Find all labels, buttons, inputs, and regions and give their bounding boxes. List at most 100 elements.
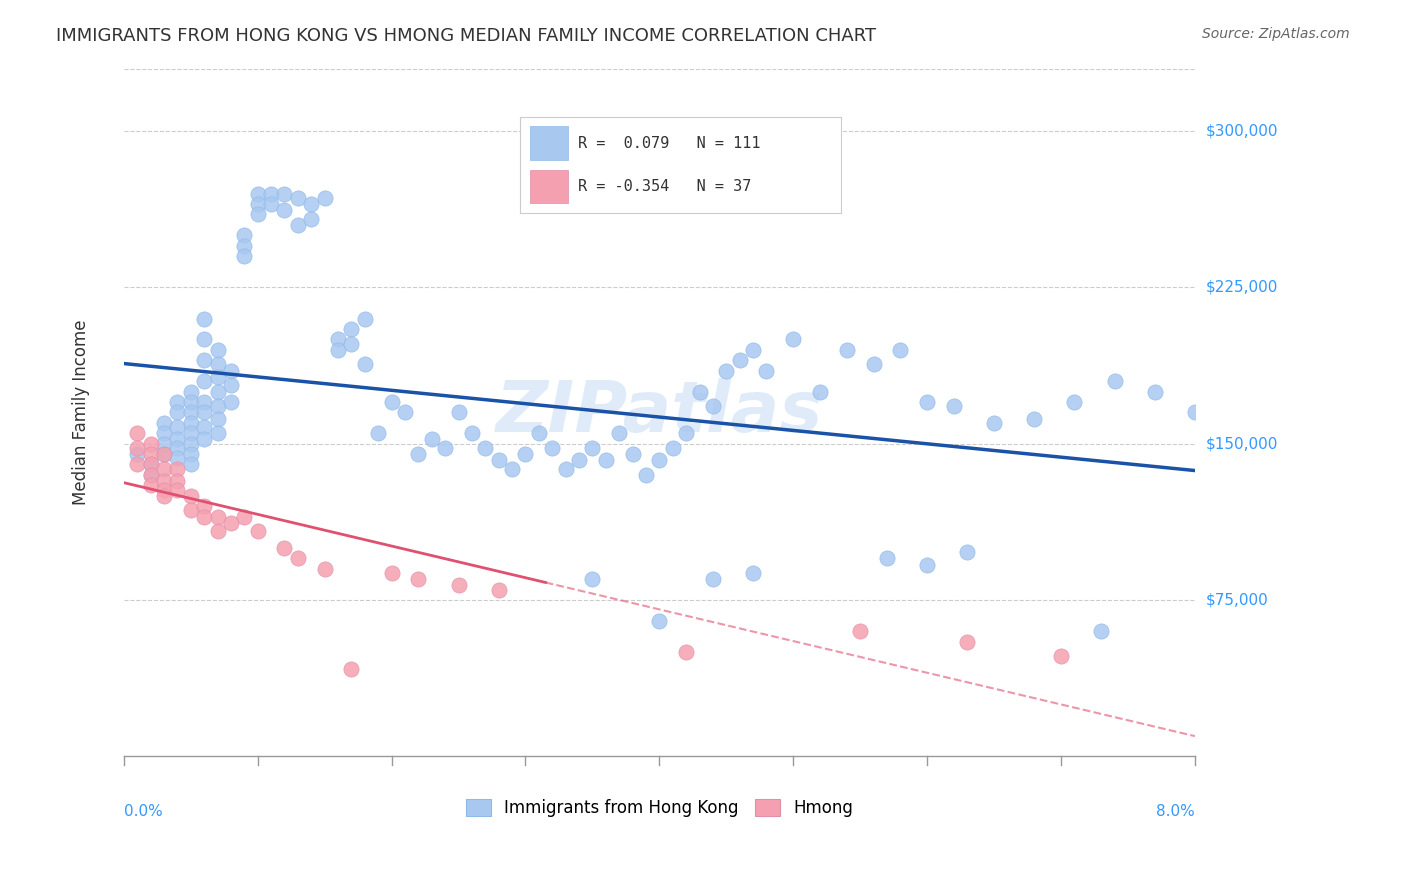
Point [166,395,188,409]
Point [675,645,697,659]
Point [367,426,389,441]
Point [915,558,938,572]
Point [193,405,215,419]
Point [166,461,188,475]
Point [1104,374,1126,388]
Text: 8.0%: 8.0% [1156,805,1195,820]
Point [180,426,202,441]
Point [915,395,938,409]
Point [340,662,363,676]
Point [219,516,242,530]
Point [180,503,202,517]
Point [942,399,965,413]
Point [127,441,149,455]
Point [488,582,510,597]
Point [193,499,215,513]
Point [153,483,176,497]
Point [314,191,336,205]
Point [568,453,591,467]
Point [180,436,202,450]
Point [849,624,872,639]
Point [180,405,202,419]
Point [702,399,724,413]
Point [420,433,443,447]
Point [153,447,176,461]
Point [956,545,979,559]
Point [1024,411,1046,425]
Point [326,343,349,357]
Point [207,509,229,524]
Point [180,416,202,430]
Point [353,311,375,326]
Point [689,384,711,399]
Point [1050,649,1073,664]
Point [246,197,269,211]
Point [139,458,162,472]
Point [166,474,188,488]
Point [166,433,188,447]
Point [541,441,564,455]
Point [153,436,176,450]
Point [153,416,176,430]
Point [340,322,363,336]
Point [139,467,162,482]
Point [474,441,496,455]
Point [299,197,322,211]
Legend: Immigrants from Hong Kong, Hmong: Immigrants from Hong Kong, Hmong [458,792,860,823]
Text: 0.0%: 0.0% [124,805,163,820]
Point [153,489,176,503]
Point [153,474,176,488]
Point [728,353,751,368]
Point [621,447,644,461]
Point [326,333,349,347]
Point [501,461,523,475]
Point [166,451,188,466]
Point [207,384,229,399]
Point [835,343,858,357]
Text: Median Family Income: Median Family Income [72,319,90,505]
Point [287,551,309,566]
Point [260,197,283,211]
Point [127,426,149,441]
Point [139,467,162,482]
Point [233,238,256,252]
Point [607,426,630,441]
Point [408,447,430,461]
Point [193,433,215,447]
Point [515,447,537,461]
Point [207,411,229,425]
Point [193,311,215,326]
Point [1063,395,1085,409]
Point [408,572,430,586]
Text: ZIPatlas: ZIPatlas [496,378,823,447]
Point [127,447,149,461]
Point [246,207,269,221]
Point [207,524,229,538]
Point [193,374,215,388]
Point [447,578,470,592]
Point [381,566,404,580]
Text: IMMIGRANTS FROM HONG KONG VS HMONG MEDIAN FAMILY INCOME CORRELATION CHART: IMMIGRANTS FROM HONG KONG VS HMONG MEDIA… [56,27,876,45]
Point [139,478,162,492]
Point [394,405,416,419]
Point [207,343,229,357]
Point [233,249,256,263]
Point [648,614,671,628]
Point [166,405,188,419]
Point [381,395,404,409]
Point [180,489,202,503]
Point [180,458,202,472]
Point [675,426,697,441]
Point [273,186,295,201]
Point [876,551,898,566]
Point [716,364,738,378]
Point [488,453,510,467]
Point [595,453,617,467]
Point [340,336,363,351]
Point [1184,405,1206,419]
Point [139,458,162,472]
Point [233,228,256,243]
Point [219,395,242,409]
Point [207,370,229,384]
Point [166,420,188,434]
